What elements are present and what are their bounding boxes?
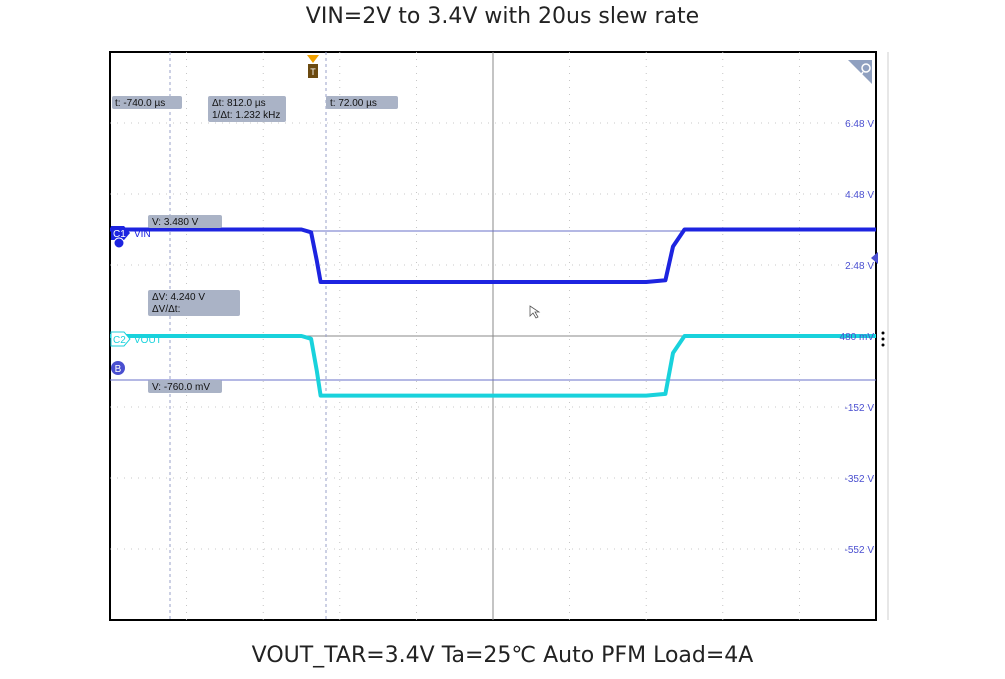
trigger-badge: T bbox=[310, 67, 316, 77]
svg-text:C1: C1 bbox=[113, 229, 126, 240]
volt-tick-label: 4.48 V bbox=[845, 190, 874, 201]
channel-2-name: VOUT bbox=[134, 335, 162, 346]
cursor-b-time-readout: t: 72.00 µs bbox=[326, 96, 398, 109]
volt-tick-label: 480 mV bbox=[840, 332, 875, 343]
svg-text:V: 3.480 V: V: 3.480 V bbox=[152, 217, 199, 228]
channel-1-badge[interactable]: C1 VIN bbox=[111, 226, 151, 240]
volt-tick-label: 2.48 V bbox=[845, 261, 874, 272]
svg-text:1/Δt: 1.232 kHz: 1/Δt: 1.232 kHz bbox=[212, 110, 280, 121]
cursor-b-badge[interactable]: B bbox=[111, 361, 125, 375]
waveforms bbox=[109, 227, 877, 398]
svg-text:t: 72.00 µs: t: 72.00 µs bbox=[330, 98, 377, 109]
trigger-marker[interactable]: T bbox=[307, 55, 319, 78]
volt-tick-label: -552 V bbox=[845, 545, 875, 556]
svg-text:t: -740.0 µs: t: -740.0 µs bbox=[115, 98, 165, 109]
svg-text:B: B bbox=[115, 364, 122, 375]
chart-caption: VOUT_TAR=3.4V Ta=25℃ Auto PFM Load=4A bbox=[251, 643, 754, 668]
more-vertical-icon[interactable] bbox=[881, 331, 885, 347]
cursor-b-volt-readout: V: -760.0 mV bbox=[148, 380, 222, 393]
volt-tick-label: 6.48 V bbox=[845, 119, 874, 130]
channel-1-name: VIN bbox=[134, 229, 151, 240]
svg-text:ΔV/Δt:: ΔV/Δt: bbox=[152, 304, 180, 315]
channel-2-badge[interactable]: C2 VOUT bbox=[110, 331, 162, 347]
channel-1-indicator-icon bbox=[113, 237, 125, 249]
chart-title: VIN=2V to 3.4V with 20us slew rate bbox=[305, 4, 700, 29]
cursor-a-time-readout: t: -740.0 µs bbox=[112, 96, 182, 109]
svg-text:C2: C2 bbox=[113, 335, 126, 346]
svg-text:V: -760.0 mV: V: -760.0 mV bbox=[152, 382, 210, 393]
zoom-icon[interactable] bbox=[848, 60, 872, 84]
mouse-pointer-icon bbox=[529, 305, 541, 319]
delta-time-readout: Δt: 812.0 µs 1/Δt: 1.232 kHz bbox=[208, 96, 286, 122]
volt-tick-label: -352 V bbox=[845, 474, 875, 485]
volt-scale: 6.48 V 4.48 V 2.48 V 480 mV -152 V -352 V -552… bbox=[840, 119, 875, 556]
cursor-a-volt-readout: V: 3.480 V bbox=[148, 215, 222, 228]
offset-arrow-icon[interactable] bbox=[871, 252, 878, 264]
volt-tick-label: -152 V bbox=[845, 403, 875, 414]
svg-text:ΔV: 4.240 V: ΔV: 4.240 V bbox=[152, 292, 205, 303]
svg-text:Δt: 812.0 µs: Δt: 812.0 µs bbox=[212, 98, 266, 109]
delta-volt-readout: ΔV: 4.240 V ΔV/Δt: bbox=[148, 290, 240, 316]
